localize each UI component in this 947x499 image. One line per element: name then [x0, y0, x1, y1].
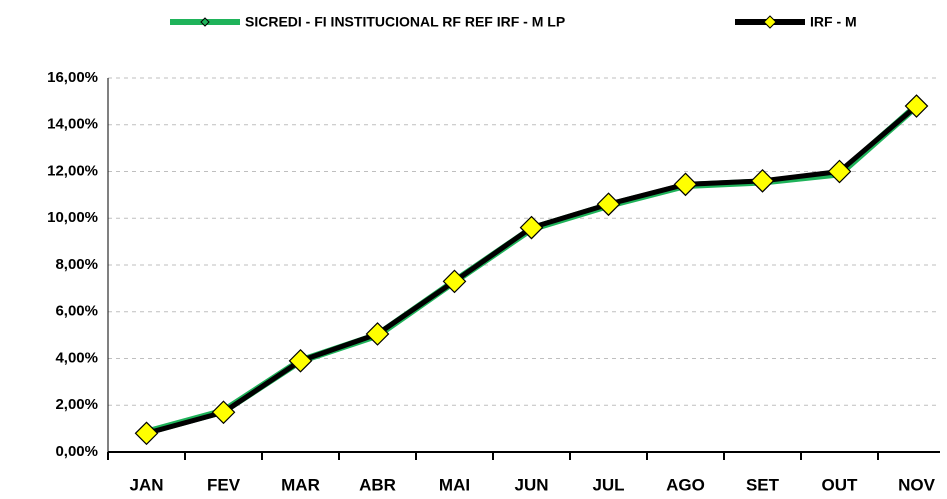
data-point	[827, 159, 852, 184]
y-tick-label: 12,00%	[47, 162, 98, 179]
x-tick-label: JUN	[514, 475, 548, 494]
y-tick-label: 0,00%	[55, 443, 98, 460]
data-point	[134, 421, 159, 446]
legend-label: SICREDI - FI INSTITUCIONAL RF REF IRF - …	[245, 14, 565, 30]
y-tick-label: 8,00%	[55, 256, 98, 273]
y-tick-label: 6,00%	[55, 303, 98, 320]
data-point	[211, 400, 236, 425]
legend-marker	[200, 17, 210, 27]
y-tick-label: 14,00%	[47, 116, 98, 133]
data-point	[904, 94, 929, 118]
x-tick-label: FEV	[207, 475, 241, 494]
legend-label: IRF - M	[810, 14, 857, 30]
legend-marker	[763, 15, 777, 29]
x-tick-label: AGO	[666, 475, 705, 494]
data-point	[288, 348, 313, 373]
data-point	[596, 192, 621, 217]
data-point	[673, 172, 698, 197]
y-tick-label: 10,00%	[47, 209, 98, 226]
x-tick-label: NOV	[898, 475, 936, 494]
x-tick-label: JAN	[129, 475, 163, 494]
x-tick-label: SET	[746, 475, 780, 494]
x-tick-label: MAR	[281, 475, 320, 494]
series-line	[145, 103, 919, 436]
x-tick-label: MAI	[439, 475, 470, 494]
data-point	[519, 215, 544, 240]
series-line	[145, 104, 919, 436]
y-tick-label: 4,00%	[55, 349, 98, 366]
data-point	[365, 322, 390, 346]
data-point	[442, 269, 467, 294]
x-tick-label: OUT	[822, 475, 859, 494]
y-tick-label: 16,00%	[47, 69, 98, 86]
data-point	[750, 169, 775, 193]
y-tick-label: 2,00%	[55, 396, 98, 413]
x-tick-label: JUL	[592, 475, 624, 494]
x-tick-label: ABR	[359, 475, 396, 494]
